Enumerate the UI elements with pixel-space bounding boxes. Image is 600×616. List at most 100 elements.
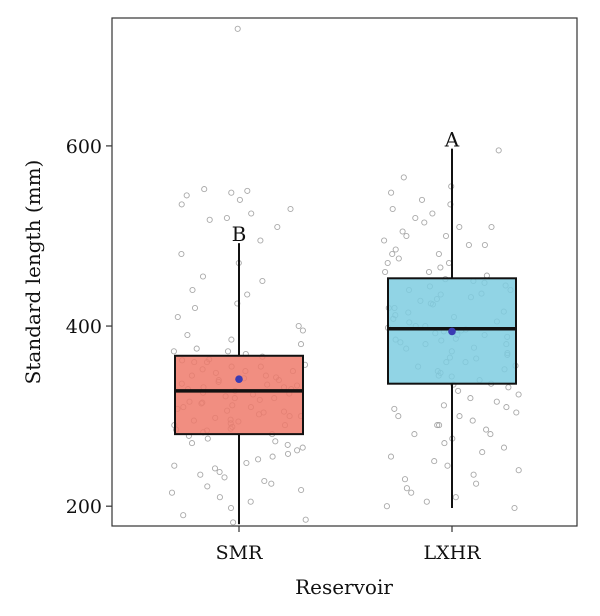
significance-letter: A xyxy=(444,128,460,152)
data-point xyxy=(224,348,232,355)
data-point xyxy=(383,503,390,510)
boxes: BA xyxy=(174,128,517,525)
data-point xyxy=(479,449,486,456)
data-point xyxy=(272,438,279,445)
box-smr: B xyxy=(174,222,304,525)
data-point xyxy=(411,431,418,438)
data-point xyxy=(178,250,185,258)
data-point xyxy=(284,450,292,457)
data-point xyxy=(191,304,199,312)
data-point xyxy=(261,477,268,485)
data-point xyxy=(401,476,409,483)
data-point xyxy=(434,422,441,429)
data-point xyxy=(268,480,275,487)
box-lxhr: A xyxy=(387,128,517,508)
data-point xyxy=(513,409,520,416)
data-point xyxy=(244,187,251,194)
data-point xyxy=(223,214,230,222)
data-point xyxy=(168,489,176,496)
data-point xyxy=(257,237,264,244)
data-point xyxy=(483,426,490,433)
data-point xyxy=(389,250,396,258)
data-point xyxy=(395,413,402,420)
significance-letter: B xyxy=(232,222,247,246)
data-point xyxy=(183,192,190,199)
data-point xyxy=(197,471,204,478)
data-point xyxy=(227,504,235,512)
data-point xyxy=(244,291,251,298)
data-point xyxy=(295,322,302,330)
data-point xyxy=(456,223,463,231)
data-point xyxy=(456,413,463,420)
y-tick-label: 600 xyxy=(66,136,102,158)
data-point xyxy=(274,223,281,231)
data-point xyxy=(221,474,228,481)
data-point xyxy=(408,489,415,496)
data-point xyxy=(216,468,223,476)
data-point xyxy=(269,453,276,460)
data-point xyxy=(302,516,309,523)
data-point xyxy=(403,485,410,492)
data-point xyxy=(174,313,181,321)
data-point xyxy=(444,462,451,469)
data-point xyxy=(435,250,442,258)
data-point xyxy=(442,232,450,240)
data-point xyxy=(515,467,522,474)
data-point xyxy=(511,504,518,512)
mean-marker xyxy=(235,375,243,383)
data-point xyxy=(431,458,438,465)
data-point xyxy=(455,387,462,394)
data-point xyxy=(412,214,419,222)
data-point xyxy=(228,336,235,343)
data-point xyxy=(204,435,211,442)
data-point xyxy=(247,498,254,505)
data-point xyxy=(487,431,494,438)
data-point xyxy=(505,384,512,391)
data-point xyxy=(299,327,306,334)
data-point xyxy=(495,147,502,154)
data-point xyxy=(388,189,395,196)
y-tick-label: 200 xyxy=(66,496,102,518)
y-axis: 200 400 600 xyxy=(66,136,112,518)
data-point xyxy=(399,228,406,235)
data-point xyxy=(234,25,241,32)
data-point xyxy=(387,453,395,460)
data-point xyxy=(298,486,305,494)
data-point xyxy=(429,210,436,217)
x-tick-label: SMR xyxy=(216,542,263,564)
data-point xyxy=(403,232,410,240)
data-point xyxy=(440,402,447,409)
data-point xyxy=(441,440,448,447)
data-point xyxy=(201,186,208,193)
y-tick-label: 400 xyxy=(66,316,102,338)
data-point xyxy=(473,480,480,487)
data-point xyxy=(243,459,250,467)
data-point xyxy=(199,273,207,280)
data-point xyxy=(170,348,177,355)
data-point xyxy=(418,196,426,203)
data-point xyxy=(189,286,196,294)
data-point xyxy=(381,237,388,244)
data-point xyxy=(515,391,522,398)
data-point xyxy=(470,471,477,478)
data-point xyxy=(204,483,211,490)
data-point xyxy=(391,405,398,412)
data-point xyxy=(211,465,219,472)
iqr-box xyxy=(174,354,304,436)
data-point xyxy=(184,331,191,339)
data-point xyxy=(384,259,391,267)
data-point xyxy=(382,268,389,276)
data-point xyxy=(389,205,396,213)
x-axis: SMR LXHR xyxy=(216,526,481,564)
data-point xyxy=(421,219,428,226)
plot-panel xyxy=(111,17,578,527)
data-point xyxy=(436,422,443,429)
data-point xyxy=(230,519,237,526)
data-point xyxy=(423,498,430,505)
data-point xyxy=(216,494,223,501)
data-point xyxy=(228,189,235,196)
data-point xyxy=(255,456,262,463)
data-point xyxy=(400,174,407,181)
data-point xyxy=(500,444,508,451)
